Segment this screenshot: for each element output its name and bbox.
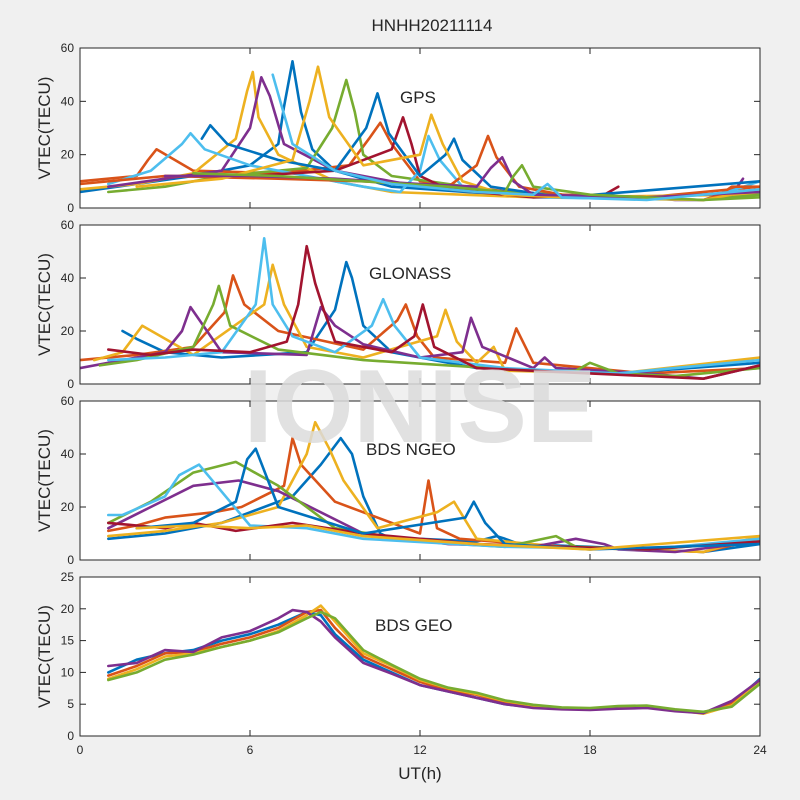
- y-tick-label: 0: [67, 201, 74, 215]
- y-tick-label: 60: [61, 218, 75, 232]
- series-line-6: [107, 244, 760, 380]
- panel-3: 0 5 10 15 20 25 0 6 12 18 24 VTEC(TECU) UT(h) BDS GEO: [35, 570, 767, 783]
- y-tick-label: 40: [61, 447, 75, 461]
- series-line-1: [80, 274, 760, 375]
- series-line-9: [135, 65, 760, 202]
- panel-label: BDS GEO: [375, 616, 452, 635]
- series-group: [107, 420, 760, 554]
- x-tick-label: 24: [753, 743, 767, 757]
- panel-2: 0 20 40 60 VTEC(TECU) BDS NGEO: [35, 394, 761, 567]
- y-tick-label: 20: [61, 324, 75, 338]
- y-tick-label: 60: [61, 394, 75, 408]
- series-line-2: [107, 420, 760, 554]
- series-line-7: [135, 447, 760, 551]
- figure-title: HNHH20211114: [372, 16, 493, 35]
- y-tick-label: 60: [61, 41, 75, 55]
- series-line-4: [107, 610, 760, 714]
- y-axis-label: VTEC(TECU): [35, 429, 54, 532]
- axes-background: [80, 577, 760, 736]
- y-tick-label: 20: [61, 602, 75, 616]
- y-axis-label: VTEC(TECU): [35, 605, 54, 708]
- y-tick-label: 40: [61, 94, 75, 108]
- y-axis-label: VTEC(TECU): [35, 77, 54, 180]
- series-line-12: [271, 73, 760, 202]
- series-line-2: [92, 263, 760, 375]
- series-group: [80, 237, 760, 380]
- panel-label: BDS NGEO: [366, 440, 456, 459]
- series-line-3: [107, 608, 760, 715]
- y-tick-label: 0: [67, 729, 74, 743]
- y-tick-label: 20: [61, 148, 75, 162]
- series-line-7: [200, 92, 760, 199]
- series-group: [80, 60, 760, 202]
- y-tick-label: 10: [61, 665, 75, 679]
- x-tick-label: 6: [247, 743, 254, 757]
- series-line-4: [98, 284, 760, 378]
- series-group: [107, 604, 760, 715]
- x-axis-label: UT(h): [398, 764, 441, 783]
- x-tick-label: 12: [413, 743, 427, 757]
- y-tick-label: 40: [61, 271, 75, 285]
- y-axis-label: VTEC(TECU): [35, 253, 54, 356]
- panel-label: GLONASS: [369, 264, 451, 283]
- y-tick-label: 20: [61, 500, 75, 514]
- x-tick-label: 18: [583, 743, 597, 757]
- y-tick-label: 0: [67, 377, 74, 391]
- y-tick-label: 25: [61, 570, 75, 584]
- x-tick-label: 0: [77, 743, 84, 757]
- y-tick-label: 0: [67, 553, 74, 567]
- y-tick-label: 15: [61, 634, 75, 648]
- panel-label: GPS: [400, 88, 436, 107]
- watermark: IONISE: [244, 349, 597, 465]
- series-line-8: [135, 524, 760, 551]
- series-line-8: [80, 134, 760, 202]
- panel-0: 0 20 40 60 VTEC(TECU) GPS: [35, 41, 761, 215]
- panel-1: 0 20 40 60 VTEC(TECU) GLONASS: [35, 218, 761, 391]
- y-tick-label: 5: [67, 697, 74, 711]
- series-line-11: [192, 164, 760, 202]
- series-line-5: [107, 237, 760, 375]
